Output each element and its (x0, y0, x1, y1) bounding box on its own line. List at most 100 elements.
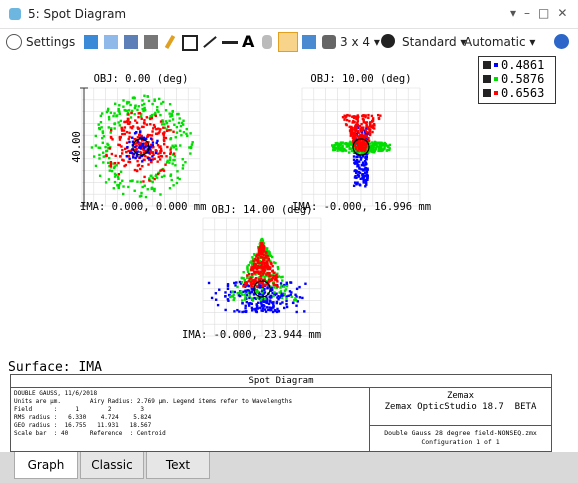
spot (251, 263, 254, 267)
spot (143, 94, 146, 97)
spot (346, 142, 349, 145)
spot (258, 261, 262, 265)
tab[interactable]: Classic (80, 452, 144, 479)
help-icon[interactable] (554, 34, 569, 49)
spot (159, 128, 162, 131)
icon[interactable] (322, 35, 336, 49)
spot (348, 147, 351, 151)
icon[interactable] (104, 35, 118, 49)
spot (353, 146, 356, 149)
spot (353, 144, 357, 147)
tab[interactable]: Text (146, 452, 210, 479)
spot (161, 119, 164, 122)
spot (133, 137, 136, 141)
spot (226, 298, 230, 301)
spot (259, 270, 263, 273)
icon[interactable] (222, 41, 238, 44)
spot (151, 176, 154, 179)
spot (258, 255, 261, 259)
spot (369, 121, 372, 124)
spot (254, 297, 258, 300)
spot (122, 129, 126, 132)
app-icon (9, 8, 21, 20)
spot (127, 122, 131, 126)
settings-button[interactable]: Settings (26, 35, 76, 49)
spot (102, 135, 106, 138)
spot (161, 167, 165, 171)
spot (285, 305, 289, 309)
icon[interactable] (381, 34, 395, 48)
spot (172, 152, 176, 155)
spot (135, 141, 139, 145)
spot (265, 296, 268, 299)
spot (155, 176, 159, 179)
spot (157, 127, 160, 130)
spot (287, 294, 290, 298)
spot (248, 278, 251, 281)
spot (367, 126, 370, 129)
spot (250, 260, 253, 263)
spot (101, 136, 104, 140)
spot (153, 113, 156, 116)
spot (122, 99, 125, 102)
spot (279, 302, 282, 305)
automatic-dropdown[interactable]: Automatic ▾ (464, 35, 536, 49)
spot (272, 276, 275, 280)
icon-active[interactable] (278, 32, 298, 52)
spot (128, 131, 131, 135)
icon[interactable] (144, 35, 158, 49)
spot (263, 288, 266, 292)
legend: 0.4861 0.5876 0.6563 (478, 56, 556, 104)
icon[interactable] (203, 36, 217, 48)
spot (240, 291, 243, 295)
layout-dropdown[interactable]: 3 x 4 ▾ (340, 35, 380, 49)
spot (364, 178, 367, 182)
spot (271, 306, 274, 309)
spot (171, 109, 174, 113)
icon[interactable] (84, 35, 98, 49)
spot (352, 158, 356, 161)
spot (98, 174, 102, 177)
spot (360, 163, 364, 167)
spot (182, 119, 185, 122)
settings-icon[interactable] (6, 34, 22, 50)
spot (141, 160, 144, 163)
scale-label: 40.00 (71, 131, 83, 163)
icon[interactable] (124, 35, 138, 49)
icon[interactable]: A (242, 32, 255, 51)
spot (258, 285, 261, 288)
spot (127, 185, 130, 189)
spot (279, 290, 283, 293)
spot (350, 132, 354, 136)
spot (139, 180, 142, 184)
spot (371, 130, 374, 134)
spot (151, 141, 155, 144)
spot (157, 131, 160, 135)
spot (169, 173, 173, 176)
icon[interactable] (164, 34, 176, 50)
spot (276, 307, 279, 311)
spot (232, 298, 235, 302)
icon[interactable] (262, 35, 272, 49)
spot (365, 127, 368, 130)
spot (354, 115, 357, 118)
window-controls[interactable]: ▾–□✕ (510, 6, 576, 20)
spot (109, 164, 113, 168)
tab[interactable]: Graph (14, 452, 78, 479)
spot (216, 303, 220, 307)
spot (171, 162, 174, 165)
standard-dropdown[interactable]: Standard ▾ (402, 35, 467, 49)
spot (143, 102, 146, 106)
spot (170, 178, 173, 182)
spot (169, 148, 172, 151)
icon[interactable] (302, 35, 316, 49)
spot (371, 124, 375, 127)
spot (262, 246, 266, 250)
spot (273, 292, 276, 295)
divider (369, 387, 370, 451)
icon[interactable] (182, 35, 198, 51)
spot (182, 131, 186, 134)
spot (113, 112, 116, 115)
spot (285, 297, 288, 300)
spot (272, 301, 275, 304)
